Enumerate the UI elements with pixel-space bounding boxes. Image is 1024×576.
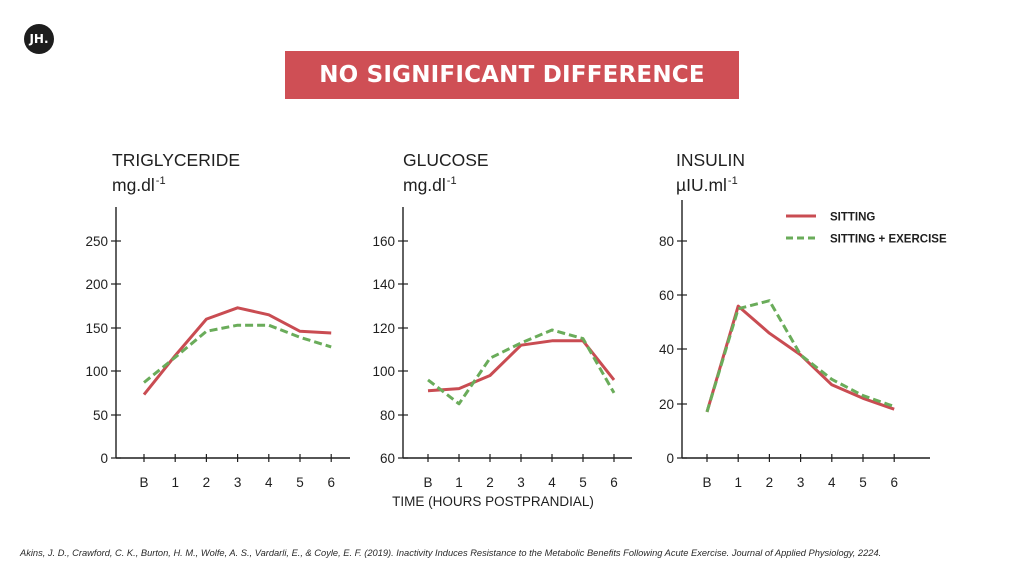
triglyceride-y-tick-label: 0 [100,451,108,466]
insulin-sitting-line [705,304,895,413]
insulin-sitting-exercise-line [705,299,895,413]
legend-sitting-exercise-label: SITTING + EXERCISE [830,234,947,246]
insulin-y-tick-label: 80 [659,234,674,249]
glucose-x-tick-label: 1 [455,475,463,490]
insulin-x-tick-label: 5 [859,475,867,490]
glucose-x-tick-label: 5 [579,475,587,490]
insulin-x-tick-label: 2 [766,475,774,490]
insulin-x-tick-label: 4 [828,475,836,490]
triglyceride-unit: mg.dl-1 [112,171,240,196]
headline-banner: NO SIGNIFICANT DIFFERENCE [285,51,739,99]
triglyceride-sitting-line [142,306,332,396]
triglyceride-sitting-exercise-line [143,323,332,384]
insulin-unit-exponent: -1 [727,175,738,187]
brand-logo: JH. [24,24,54,54]
glucose-x-tick-label: 2 [486,475,494,490]
glucose-y-tick-label: 100 [372,364,395,379]
glucose-y-tick-label: 60 [380,451,395,466]
glucose-unit-exponent: -1 [446,175,457,187]
glucose-sitting-exercise-line [427,328,616,406]
triglyceride-x-tick-label: 2 [203,475,211,490]
glucose-title-block: GLUCOSE mg.dl-1 [403,150,489,196]
insulin-title: INSULIN [676,150,746,170]
triglyceride-x-tick-label: B [139,475,148,490]
glucose-y-tick-label: 120 [372,321,395,336]
insulin-unit-text: µIU.ml [676,175,727,195]
triglyceride-y-tick-label: 200 [85,277,108,292]
triglyceride-y-tick-label: 150 [85,321,108,336]
insulin-y-tick-label: 0 [666,451,674,466]
glucose-y-tick-label: 160 [372,234,395,249]
citation: Akins, J. D., Crawford, C. K., Burton, H… [20,548,882,558]
legend-sitting-label: SITTING [830,212,875,224]
glucose-x-tick-label: 6 [610,475,618,490]
insulin-x-tick-label: 6 [890,475,898,490]
triglyceride-x-tick-label: 1 [171,475,179,490]
insulin-y-tick-label: 40 [659,342,674,357]
glucose-y-tick-label: 140 [372,277,395,292]
glucose-x-tick-label: 4 [548,475,556,490]
insulin-y-tick-label: 60 [659,288,674,303]
insulin-title-block: INSULIN µIU.ml-1 [676,150,745,196]
insulin-y-tick-label: 20 [659,397,674,412]
triglyceride-title: TRIGLYCERIDE [112,150,241,170]
glucose-sitting-line [427,339,616,393]
insulin-x-tick-label: 3 [797,475,805,490]
glucose-unit: mg.dl-1 [403,171,489,196]
insulin-x-tick-label: B [702,475,711,490]
triglyceride-x-tick-label: 6 [327,475,335,490]
triglyceride-y-tick-label: 50 [93,408,108,423]
triglyceride-x-tick-label: 4 [265,475,273,490]
x-axis-label: TIME (HOURS POSTPRANDIAL) [392,494,594,509]
triglyceride-title-block: TRIGLYCERIDE mg.dl-1 [112,150,240,196]
glucose-x-tick-label: B [423,475,432,490]
triglyceride-unit-text: mg.dl [112,175,155,195]
insulin-x-tick-label: 1 [734,475,742,490]
insulin-unit: µIU.ml-1 [676,171,745,196]
glucose-title: GLUCOSE [403,150,489,170]
glucose-y-tick-label: 80 [380,408,395,423]
triglyceride-x-tick-label: 3 [234,475,242,490]
triglyceride-y-tick-label: 100 [85,364,108,379]
triglyceride-y-tick-label: 250 [85,234,108,249]
triglyceride-unit-exponent: -1 [155,175,166,187]
triglyceride-x-tick-label: 5 [296,475,304,490]
glucose-x-tick-label: 3 [517,475,525,490]
glucose-unit-text: mg.dl [403,175,446,195]
